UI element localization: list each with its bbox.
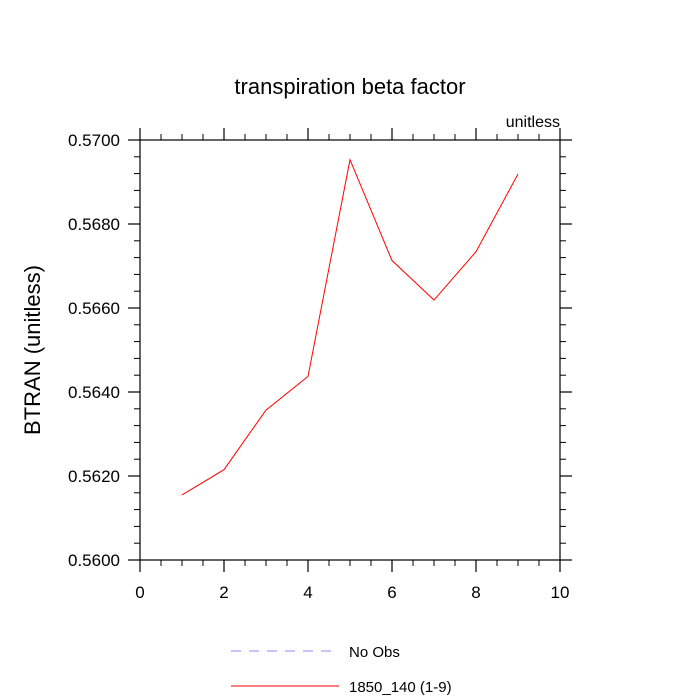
chart-subtitle: unitless [506, 114, 560, 131]
x-tick-label: 6 [387, 583, 396, 602]
y-tick-label: 0.5640 [68, 383, 120, 402]
series-layer [181, 158, 519, 496]
legend-label: 1850_140 (1-9) [349, 679, 452, 696]
legend-label: No Obs [349, 644, 400, 661]
axis-ticks [128, 128, 572, 572]
series-line [181, 158, 519, 496]
plot-frame [139, 139, 561, 561]
x-tick-label: 4 [303, 583, 312, 602]
x-tick-label: 10 [551, 583, 570, 602]
y-tick-label: 0.5620 [68, 467, 120, 486]
chart-title: transpiration beta factor [234, 74, 465, 99]
y-tick-label: 0.5660 [68, 299, 120, 318]
y-tick-label: 0.5680 [68, 215, 120, 234]
y-tick-label: 0.5600 [68, 551, 120, 570]
x-tick-label: 2 [219, 583, 228, 602]
legend: No Obs 1850_140 (1-9) [231, 644, 452, 696]
x-tick-label: 0 [135, 583, 144, 602]
x-tick-label: 8 [471, 583, 480, 602]
y-axis-label: BTRAN (unitless) [20, 265, 45, 435]
x-tick-labels: 0 2 4 6 8 10 [135, 583, 569, 602]
y-tick-labels: 0.5600 0.5620 0.5640 0.5660 0.5680 0.5700 [68, 131, 120, 570]
y-tick-label: 0.5700 [68, 131, 120, 150]
